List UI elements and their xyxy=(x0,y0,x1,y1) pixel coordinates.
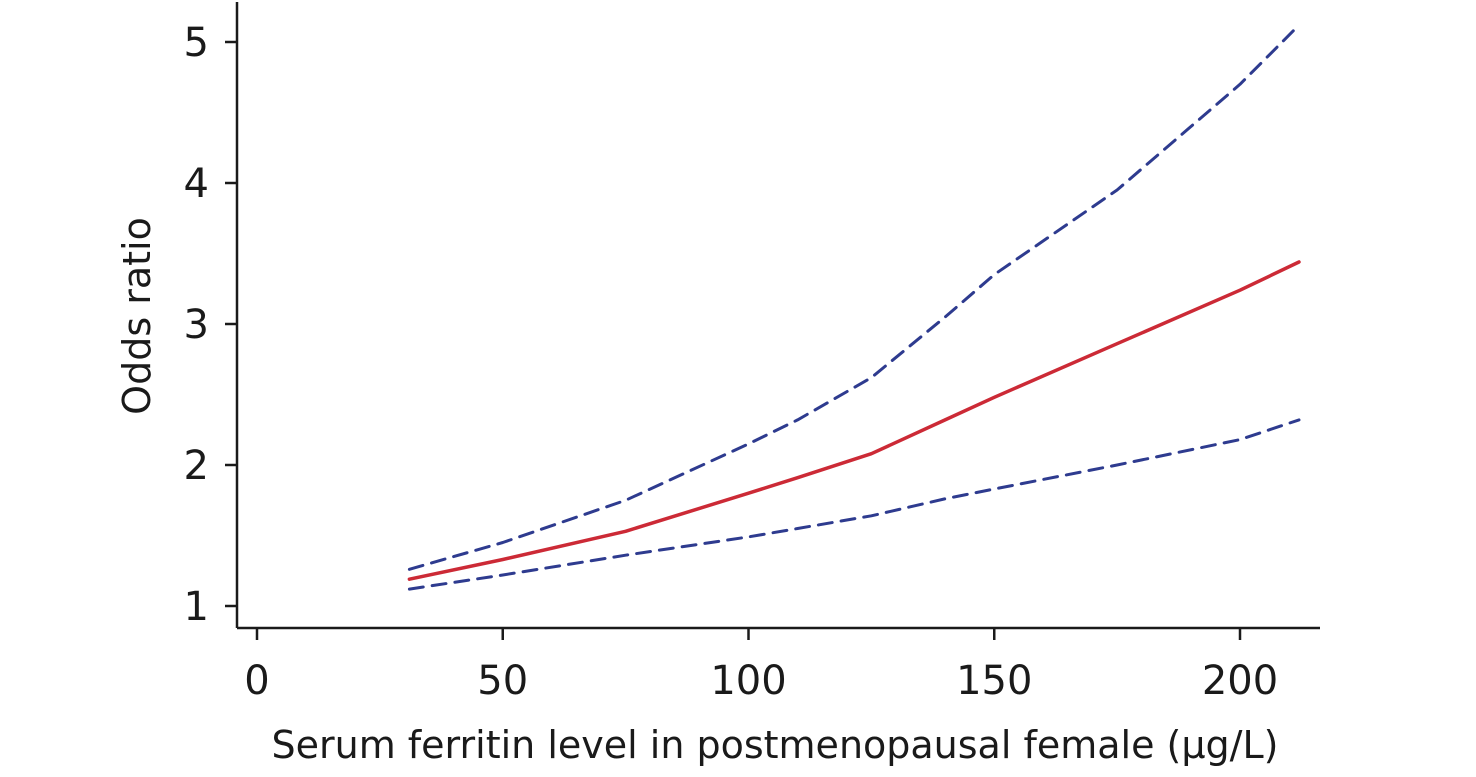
y-tick-label: 2 xyxy=(184,443,209,489)
x-axis: 0 50 100 150 200 xyxy=(237,626,1320,704)
y-tick-label: 4 xyxy=(184,161,209,207)
y-tick-label: 1 xyxy=(184,584,209,630)
series-layer xyxy=(407,23,1301,591)
y-axis-title: Odds ratio xyxy=(115,217,159,415)
x-tick-label: 50 xyxy=(477,658,528,704)
series-line-upper-ci xyxy=(407,23,1301,571)
x-axis-title: Serum ferritin level in postmenopausal f… xyxy=(272,723,1279,767)
x-tick-label: 0 xyxy=(244,658,269,704)
series-line-lower-ci xyxy=(407,418,1301,591)
y-axis: 1 2 3 4 5 xyxy=(184,2,239,630)
y-tick-label: 3 xyxy=(184,302,209,348)
series-line-estimate xyxy=(407,260,1301,581)
x-tick-label: 100 xyxy=(710,658,786,704)
x-tick-label: 150 xyxy=(956,658,1032,704)
y-tick-label: 5 xyxy=(184,20,209,66)
x-tick-label: 200 xyxy=(1202,658,1278,704)
